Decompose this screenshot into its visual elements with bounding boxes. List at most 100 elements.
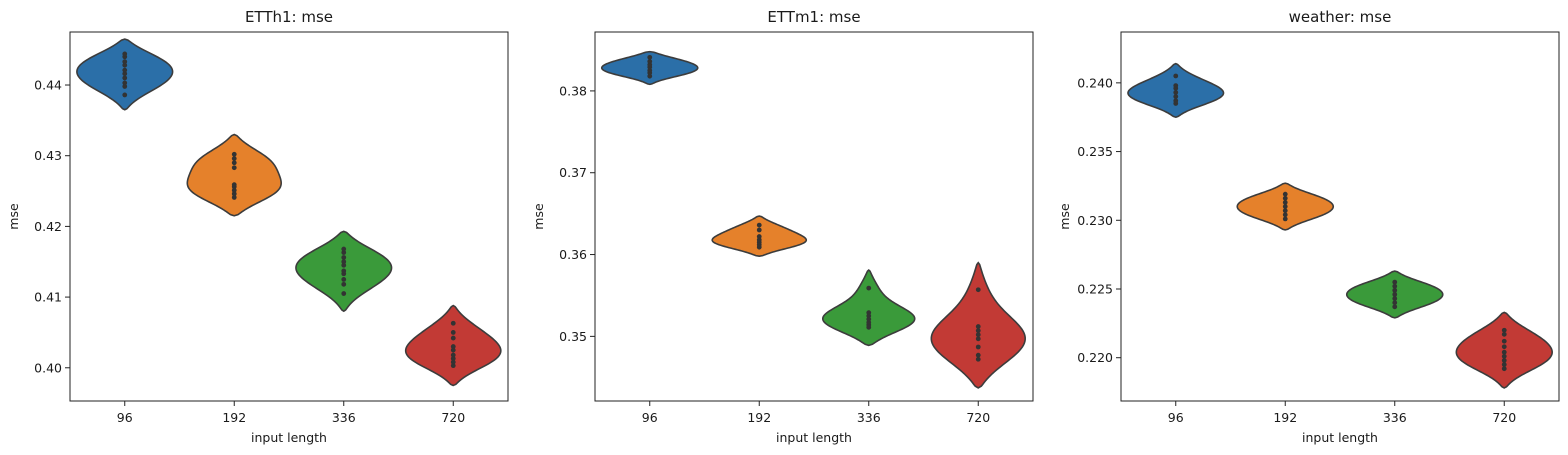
chart-panel-etth1: ETTh1: mse 0.40 0.41 0.42 0.43 0.44 96 192 336 72… [6, 8, 509, 445]
chart-title: ETTh1: mse [245, 8, 333, 26]
x-tick-label: 96 [1168, 410, 1184, 425]
data-point [1282, 216, 1288, 222]
x-tick-label: 192 [1273, 410, 1297, 425]
chart-panel-ettm1: ETTm1: mse 0.35 0.36 0.37 0.38 96 192 336 720 inp… [531, 8, 1034, 445]
data-point [975, 324, 981, 329]
data-point [341, 255, 347, 260]
data-point [231, 182, 237, 188]
data-point [450, 352, 456, 358]
x-tick-label: 336 [857, 410, 881, 425]
data-point [975, 352, 981, 358]
data-point [341, 281, 347, 287]
data-point [1392, 283, 1398, 289]
x-tick-label: 96 [642, 410, 658, 425]
data-point [122, 75, 128, 81]
y-tick-label: 0.44 [34, 78, 62, 93]
data-point [1392, 287, 1398, 293]
data-point [122, 84, 128, 89]
data-point [450, 359, 456, 365]
y-tick-label: 0.40 [34, 360, 62, 375]
data-point [450, 347, 456, 353]
data-point [1501, 358, 1507, 363]
data-point [231, 195, 237, 200]
data-point [1173, 94, 1179, 99]
data-point [231, 156, 237, 161]
x-tick-label: 336 [1383, 410, 1407, 425]
data-point [1392, 296, 1398, 302]
data-point [231, 160, 237, 166]
data-point [341, 291, 347, 296]
x-tick-label: 720 [441, 410, 465, 425]
x-tick-label: 336 [332, 410, 356, 425]
data-point [1501, 344, 1507, 350]
x-tick-label: 192 [747, 410, 771, 425]
data-point [341, 250, 347, 255]
data-point [450, 344, 456, 349]
data-point [122, 62, 128, 68]
plot-frame [1120, 31, 1560, 402]
y-tick-label: 0.41 [34, 290, 62, 305]
data-point [122, 59, 128, 65]
x-axis-label: input length [776, 430, 852, 445]
y-tick-label: 0.240 [1077, 75, 1113, 90]
data-point [341, 262, 347, 268]
data-point [450, 320, 456, 326]
data-point [1501, 366, 1507, 372]
violin-336 [821, 269, 916, 347]
y-axis-label: mse [6, 203, 21, 230]
data-point [1501, 327, 1507, 333]
data-point [1173, 90, 1179, 95]
data-point [450, 335, 456, 341]
data-point [1501, 349, 1507, 355]
data-point [122, 51, 128, 57]
data-point [1282, 212, 1288, 218]
y-axis-label: mse [1057, 203, 1072, 230]
y-tick-label: 0.43 [34, 148, 62, 163]
data-point [450, 356, 456, 361]
x-tick-label: 96 [117, 410, 133, 425]
data-point [1392, 304, 1398, 310]
data-point [1392, 300, 1398, 306]
data-point [450, 363, 456, 369]
y-tick-label: 0.42 [34, 219, 62, 234]
y-tick-label: 0.37 [559, 165, 587, 180]
data-point [1501, 362, 1507, 367]
x-axis-label: input length [1302, 430, 1378, 445]
data-point [231, 165, 237, 171]
data-point [756, 227, 762, 233]
data-point [975, 332, 981, 338]
data-point [1282, 200, 1288, 205]
data-point [1282, 191, 1288, 197]
data-point [975, 356, 981, 362]
y-tick-label: 0.225 [1077, 281, 1113, 296]
x-axis-label: input length [251, 430, 327, 445]
data-point [1501, 353, 1507, 359]
data-point [122, 67, 128, 73]
plot-frame [594, 31, 1034, 402]
data-point [1173, 98, 1179, 104]
data-point [647, 54, 653, 60]
y-tick-label: 0.230 [1077, 213, 1113, 228]
chart-title: ETTm1: mse [767, 8, 860, 26]
data-point [1392, 279, 1398, 285]
data-point [1501, 331, 1507, 337]
data-point [122, 92, 128, 98]
chart-title: weather: mse [1289, 8, 1392, 26]
data-point [341, 259, 347, 265]
data-point [975, 344, 981, 350]
data-point [1173, 73, 1179, 79]
data-point [756, 234, 762, 239]
y-axis-label: mse [531, 203, 546, 230]
data-point [1501, 338, 1507, 344]
data-point [756, 222, 762, 228]
x-tick-label: 192 [222, 410, 246, 425]
data-point [231, 187, 237, 193]
y-tick-label: 0.235 [1077, 144, 1113, 159]
chart-panel-weather: weather: mse 0.220 0.225 0.230 0.235 0.240 96 1… [1057, 8, 1560, 445]
data-point [341, 277, 347, 282]
y-tick-label: 0.38 [559, 83, 587, 98]
data-point [1282, 204, 1288, 209]
data-point [122, 80, 128, 86]
data-point [1282, 195, 1288, 201]
violin-192 [186, 133, 282, 217]
